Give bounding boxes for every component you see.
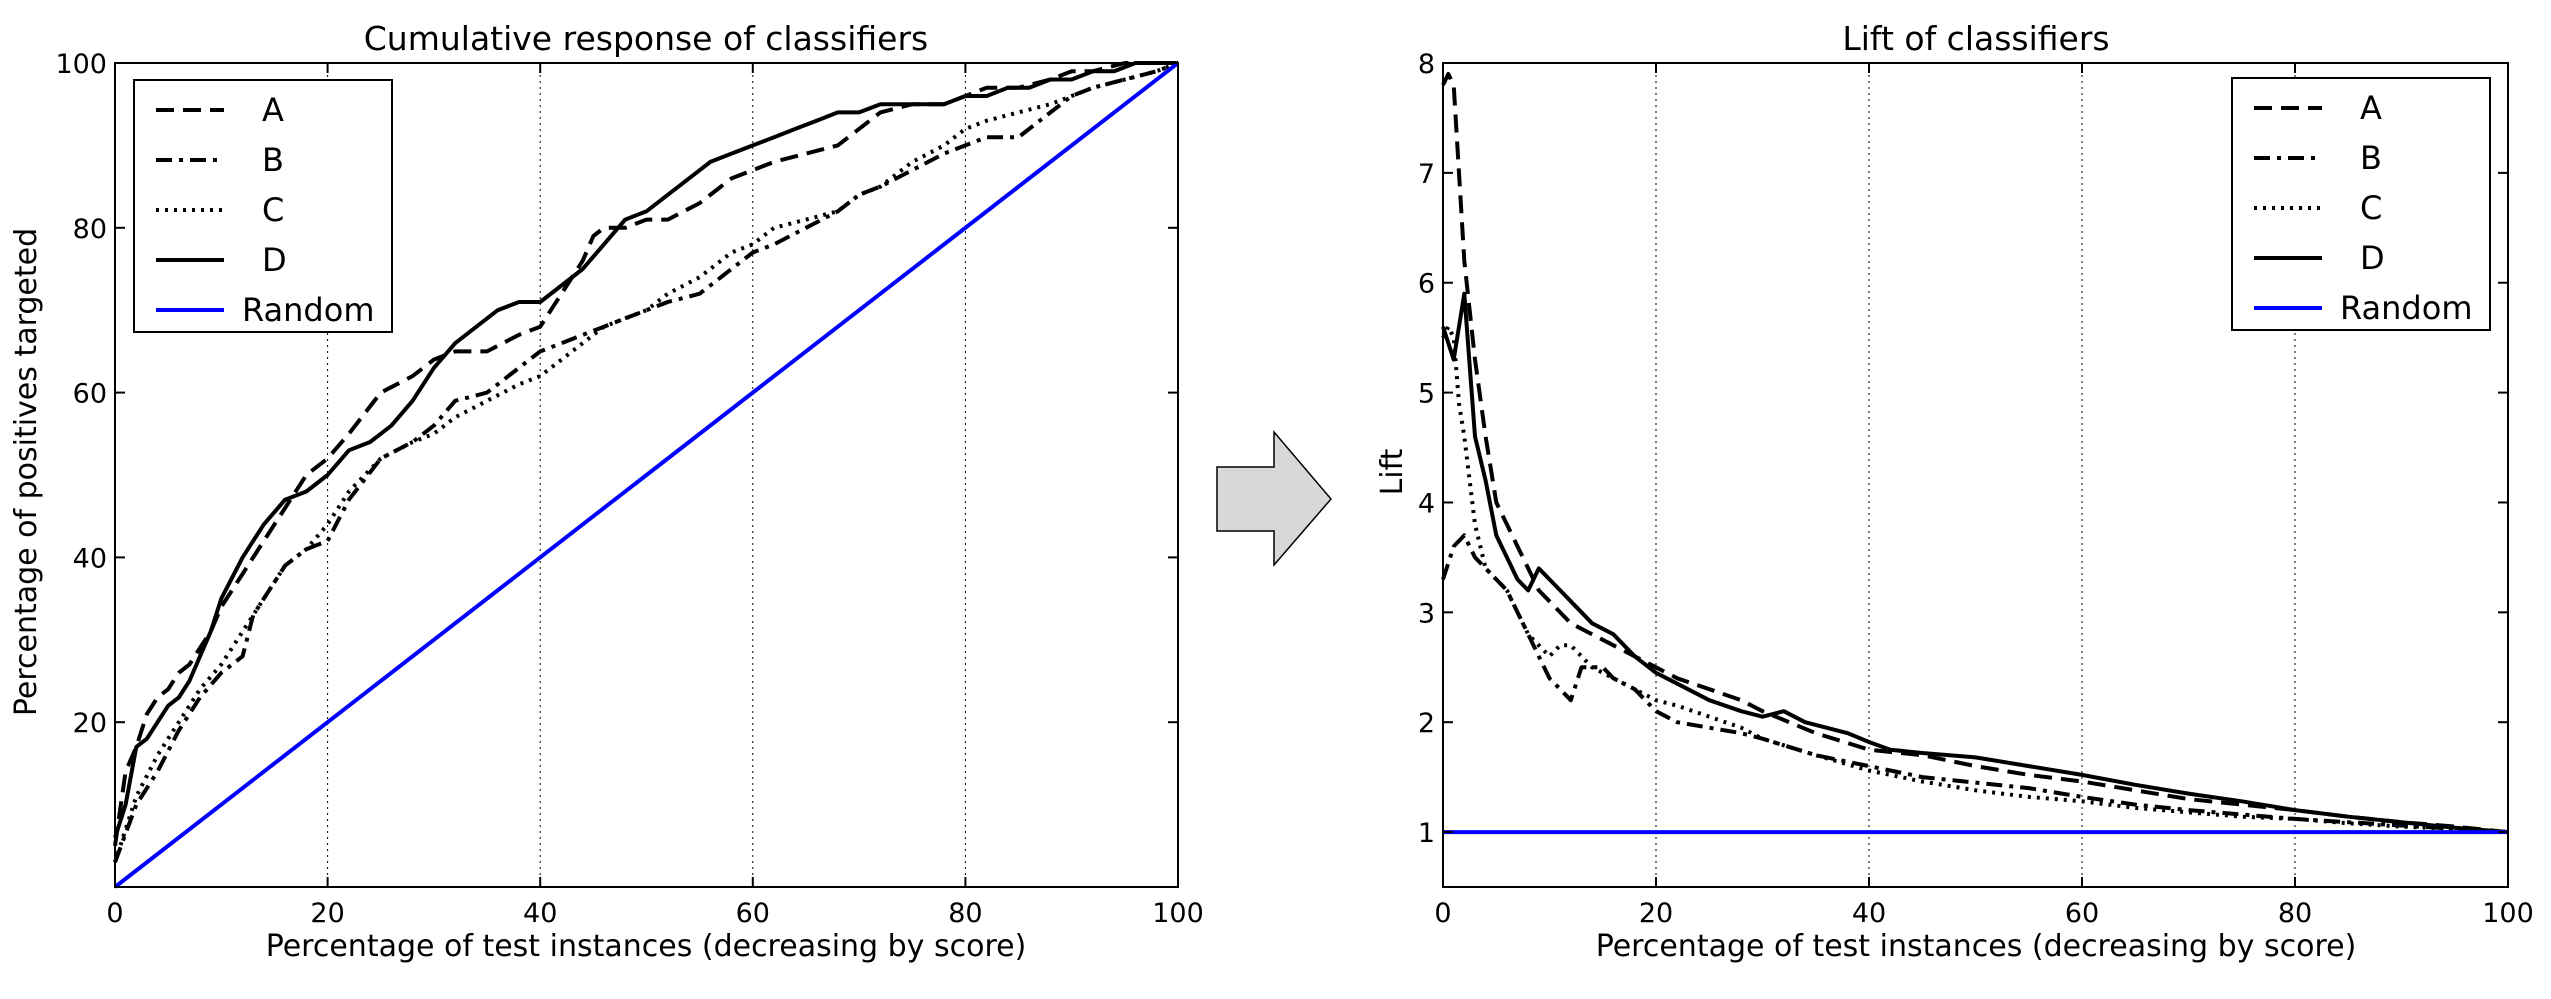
legend-frame xyxy=(133,79,393,333)
y-tick-label: 60 xyxy=(73,379,107,410)
legend-label: D xyxy=(2360,239,2385,277)
x-tick-label: 20 xyxy=(310,898,344,929)
y-tick-label: 7 xyxy=(1418,159,1435,190)
x-tick-label: 0 xyxy=(106,898,123,929)
y-tick-label: 80 xyxy=(73,214,107,245)
y-tick-label: 40 xyxy=(73,543,107,574)
y-tick-label: 4 xyxy=(1418,488,1435,519)
x-tick-label: 20 xyxy=(1639,898,1673,929)
y-axis-label: Lift xyxy=(1375,448,1410,495)
x-tick-label: 40 xyxy=(523,898,557,929)
x-tick-label: 60 xyxy=(2065,898,2099,929)
legend-frame xyxy=(2231,77,2491,331)
y-tick-label: 6 xyxy=(1418,269,1435,300)
y-tick-label: 1 xyxy=(1418,818,1435,849)
x-tick-label: 80 xyxy=(2278,898,2312,929)
legend-label: Random xyxy=(2340,289,2472,327)
legend-label: A xyxy=(262,91,284,129)
x-tick-label: 60 xyxy=(736,898,770,929)
series-line-c xyxy=(1441,324,2509,835)
legend-label: C xyxy=(262,191,284,229)
lift-chart: Lift of classifiers Percentage of test i… xyxy=(1375,19,2534,964)
series-line-d xyxy=(1441,291,2509,835)
y-tick-label: 100 xyxy=(55,49,107,80)
x-axis-label: Percentage of test instances (decreasing… xyxy=(1596,929,2357,964)
legend-label: A xyxy=(2360,89,2382,127)
legend-label: B xyxy=(2360,139,2382,177)
x-tick-label: 0 xyxy=(1434,898,1451,929)
y-tick-label: 8 xyxy=(1418,49,1435,80)
cumulative-response-chart: Cumulative response of classifiers Perce… xyxy=(9,19,1204,964)
legend-label: D xyxy=(262,241,287,279)
x-tick-label: 40 xyxy=(1852,898,1886,929)
chart-title: Lift of classifiers xyxy=(1842,19,2109,58)
series-line-b xyxy=(1441,533,2509,835)
x-tick-label: 100 xyxy=(1152,898,1204,929)
y-tick-label: 20 xyxy=(73,708,107,739)
x-tick-label: 100 xyxy=(2482,898,2534,929)
legend-label: Random xyxy=(242,291,374,329)
series-line-d xyxy=(113,61,1178,839)
x-axis-label: Percentage of test instances (decreasing… xyxy=(266,929,1027,964)
right-arrow-icon xyxy=(1216,429,1332,568)
y-tick-label: 3 xyxy=(1418,598,1435,629)
plot-frame xyxy=(114,62,1179,888)
legend-label: B xyxy=(262,141,284,179)
chart-title: Cumulative response of classifiers xyxy=(364,19,928,58)
y-axis-label: Percentage of positives targeted xyxy=(9,228,44,716)
series-line-a xyxy=(1441,72,2509,835)
legend-label: C xyxy=(2360,189,2382,227)
y-tick-label: 5 xyxy=(1418,379,1435,410)
plot-frame xyxy=(1442,62,2509,888)
y-tick-label: 2 xyxy=(1418,708,1435,739)
series-line-random xyxy=(113,61,1180,889)
x-tick-label: 80 xyxy=(948,898,982,929)
